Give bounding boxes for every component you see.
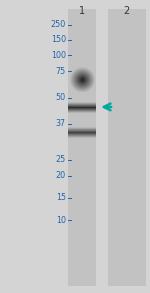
Bar [68,9,96,286]
Text: 25: 25 [56,155,66,164]
Text: 20: 20 [56,171,66,180]
Text: 75: 75 [56,67,66,76]
Text: 2: 2 [124,6,130,16]
Bar [108,9,146,286]
Text: 250: 250 [51,21,66,29]
Text: 1: 1 [79,6,85,16]
Text: 50: 50 [56,93,66,102]
Text: 100: 100 [51,51,66,59]
Text: 15: 15 [56,193,66,202]
Text: 37: 37 [56,119,66,128]
Text: 150: 150 [51,35,66,44]
Text: 10: 10 [56,216,66,225]
